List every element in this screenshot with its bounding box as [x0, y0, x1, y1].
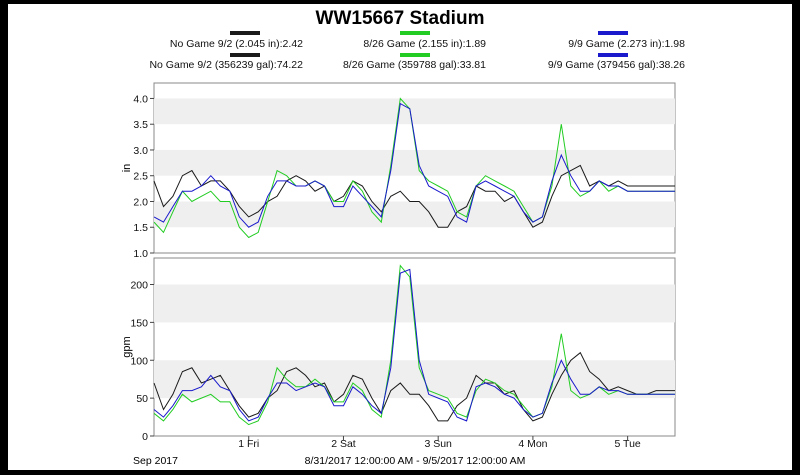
- panel-flow-gpm: 0 50 100 150 200 gpm: [121, 257, 676, 443]
- x-axis-range-label: 8/31/2017 12:00:00 AM - 9/5/2017 12:00:0…: [305, 455, 526, 467]
- legend-swatch-99-game-in: [598, 31, 628, 35]
- legend-swatch-826-game-gal: [400, 53, 430, 57]
- y-tick-label: 1.5: [133, 222, 148, 234]
- panel1-bands: [154, 98, 675, 228]
- legend-swatch-no-game-gal: [230, 53, 260, 57]
- y-tick-label: 2.0: [133, 196, 148, 208]
- y-tick-label: 1.0: [133, 248, 148, 260]
- x-tick-label: 4 Mon: [518, 438, 547, 450]
- plots-area: 1.0 1.5 2.0 2.5 3.0 3.5 4.0 in 0 50 100 150 200 gp…: [121, 82, 676, 467]
- x-tick-label: 5 Tue: [614, 438, 640, 450]
- panel1-y-ticks: 1.0 1.5 2.0 2.5 3.0 3.5 4.0: [133, 93, 154, 260]
- legend-swatch-826-game-in: [400, 31, 430, 35]
- y-tick-label: 150: [130, 317, 148, 329]
- series-line-0: [153, 351, 675, 422]
- panel1-y-label: in: [121, 164, 133, 173]
- y-tick-label: 4.0: [133, 93, 148, 105]
- panel2-bands: [154, 284, 675, 399]
- grid-band: [154, 149, 675, 176]
- panel2-y-label: gpm: [121, 336, 133, 357]
- legend-label-no-game-in: No Game 9/2 (2.045 in):2.42: [169, 38, 303, 50]
- series-line-2: [153, 268, 675, 422]
- chart-frame: WW15667 Stadium No Game 9/2 (2.045 in):2…: [8, 4, 792, 470]
- y-tick-label: 0: [142, 431, 148, 443]
- legend-label-no-game-gal: No Game 9/2 (356239 gal):74.22: [149, 59, 303, 71]
- y-tick-label: 3.5: [133, 119, 148, 131]
- x-axis-start-label: Sep 2017: [133, 455, 178, 467]
- grid-band: [154, 98, 675, 125]
- y-tick-label: 100: [130, 355, 148, 367]
- legend-swatch-99-game-gal: [598, 53, 628, 57]
- legend-label-826-game-in: 8/26 Game (2.155 in):1.89: [363, 38, 486, 50]
- legend-label-826-game-gal: 8/26 Game (359788 gal):33.81: [342, 59, 486, 71]
- chart-title: WW15667 Stadium: [315, 8, 485, 29]
- x-tick-label: 3 Sun: [424, 438, 452, 450]
- legend-swatch-no-game-in: [230, 31, 260, 35]
- series-line-1: [153, 264, 675, 426]
- x-tick-label: 1 Fri: [238, 438, 259, 450]
- panel2-series: [153, 264, 675, 426]
- legend-label-99-game-gal: 9/9 Game (379456 gal):38.26: [547, 59, 685, 71]
- y-tick-label: 50: [136, 393, 148, 405]
- grid-band: [154, 360, 675, 399]
- series-line-0: [153, 164, 675, 228]
- panel1-series: [153, 97, 675, 239]
- panel2-y-ticks: 0 50 100 150 200: [130, 280, 154, 443]
- x-axis-ticks: 1 Fri 2 Sat 3 Sun 4 Mon 5 Tue: [238, 436, 641, 450]
- series-line-2: [153, 102, 675, 228]
- x-tick-label: 2 Sat: [331, 438, 356, 450]
- y-tick-label: 3.0: [133, 145, 148, 157]
- y-tick-label: 200: [130, 280, 148, 292]
- y-tick-label: 2.5: [133, 171, 148, 183]
- legend-label-99-game-in: 9/9 Game (2.273 in):1.98: [568, 38, 685, 50]
- panel-level-in: 1.0 1.5 2.0 2.5 3.0 3.5 4.0 in: [121, 82, 676, 260]
- grid-band: [154, 201, 675, 228]
